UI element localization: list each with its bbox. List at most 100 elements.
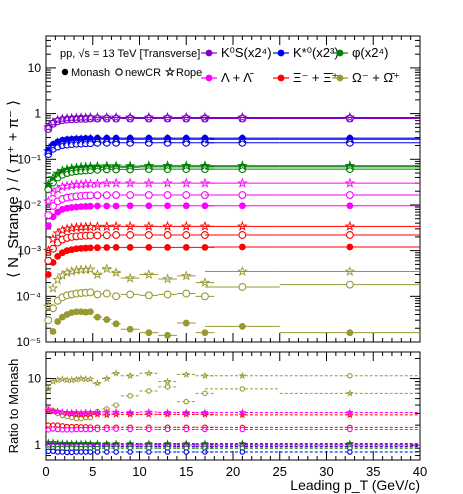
legend: pp, √s = 13 TeV [Transverse] K⁰S(x2⁴) K*⁰(… <box>60 45 400 85</box>
data-point <box>113 402 119 408</box>
data-point <box>87 449 94 455</box>
data-point <box>42 145 54 156</box>
data-point <box>42 121 54 132</box>
y-tick-label: 1 <box>34 107 41 121</box>
data-point <box>112 407 121 416</box>
data-point <box>112 202 120 210</box>
data-point <box>183 426 190 433</box>
data-point <box>162 220 173 231</box>
data-point <box>61 223 73 234</box>
x-tick-label: 40 <box>413 464 427 479</box>
data-point <box>345 231 354 239</box>
data-point <box>199 160 211 171</box>
data-point <box>92 160 103 171</box>
legend-label: K⁰S(x2⁴) <box>221 45 272 60</box>
data-point <box>146 388 152 394</box>
data-point <box>102 191 111 200</box>
legend-label: Ξ⁻ + Ξ̄⁺ <box>293 70 338 85</box>
data-point <box>102 374 111 382</box>
data-point <box>344 265 356 277</box>
legend-marker <box>336 49 344 57</box>
data-point <box>86 410 95 418</box>
data-point <box>92 133 103 144</box>
legend-model-label: Monash <box>71 67 110 79</box>
data-point <box>87 308 94 316</box>
data-point <box>164 243 171 251</box>
data-point <box>112 410 121 418</box>
data-point <box>182 319 190 327</box>
legend-label: Ω⁻ + Ω̄⁺ <box>352 70 400 85</box>
data-point <box>182 408 191 416</box>
bottom-panel: 0 5 10 15 20 25 30 35 40 1 10 <box>28 351 427 479</box>
data-point <box>237 265 248 277</box>
data-point <box>345 191 354 199</box>
data-point <box>124 272 136 283</box>
legend-label: φ(x2⁴) <box>352 45 388 60</box>
data-point <box>93 191 102 200</box>
data-point <box>144 231 153 239</box>
data-point <box>101 111 113 123</box>
data-point <box>113 426 119 432</box>
data-point <box>78 449 84 455</box>
y-tick-label: 10⁻⁵ <box>16 335 41 349</box>
x-tick-label: 30 <box>319 464 333 479</box>
data-point <box>67 409 76 418</box>
energy-annotation: pp, √s = 13 TeV [Transverse] <box>60 48 200 60</box>
data-point <box>57 181 68 192</box>
data-point <box>146 426 152 433</box>
data-point <box>102 289 111 298</box>
data-point <box>345 280 354 289</box>
data-point <box>45 448 52 455</box>
data-point <box>182 243 190 251</box>
data-point <box>47 282 59 293</box>
data-point <box>42 245 54 256</box>
data-point <box>112 243 120 251</box>
data-point <box>238 283 247 291</box>
data-point <box>126 325 134 333</box>
data-point <box>124 111 136 123</box>
data-point <box>103 202 111 210</box>
data-point <box>127 426 133 433</box>
data-point <box>126 202 134 210</box>
data-point <box>78 426 84 433</box>
data-point <box>103 244 111 251</box>
y-tick-label: 10 <box>28 372 42 386</box>
data-point <box>126 243 134 251</box>
data-point <box>82 426 89 433</box>
data-point <box>182 289 191 298</box>
data-point <box>101 263 113 274</box>
y-tick-label: 10⁻² <box>17 198 41 212</box>
data-point <box>180 177 192 188</box>
y-tick-label: 10⁻¹ <box>17 152 41 166</box>
legend-marker <box>277 49 285 57</box>
data-point <box>72 375 81 383</box>
data-point <box>94 449 101 455</box>
data-point <box>73 449 80 455</box>
data-point <box>345 389 354 397</box>
data-point <box>54 318 62 325</box>
data-point <box>54 252 62 260</box>
data-point <box>42 195 54 206</box>
data-point <box>143 160 155 171</box>
data-point <box>162 133 173 144</box>
data-point <box>238 322 246 330</box>
data-point <box>201 408 209 416</box>
legend-marker <box>205 74 213 82</box>
data-point <box>126 290 135 299</box>
data-point <box>110 177 122 188</box>
data-point <box>53 375 62 384</box>
legend-marker <box>205 49 213 57</box>
legend-label: K*⁰(x2³) <box>293 45 339 60</box>
data-point <box>66 179 78 190</box>
data-point <box>182 202 190 210</box>
data-point <box>104 426 110 433</box>
bottom-y-axis-title: Ratio to Monash <box>6 359 21 454</box>
legend-model-label: Rope <box>176 67 202 79</box>
data-point <box>344 111 356 123</box>
data-point <box>94 313 101 321</box>
data-point <box>144 410 153 418</box>
data-point <box>145 329 153 337</box>
data-point <box>237 133 248 144</box>
data-point <box>199 220 211 231</box>
